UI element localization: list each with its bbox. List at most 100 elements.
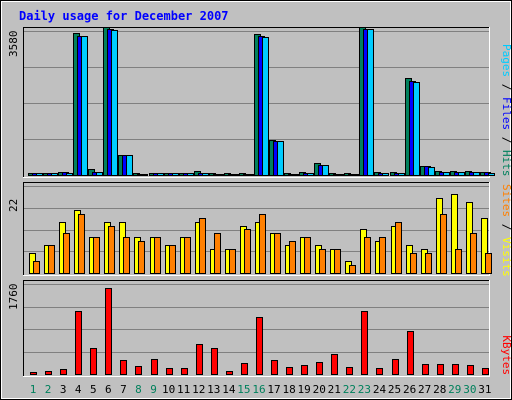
bar-sites-day-8 bbox=[138, 241, 145, 274]
y-max-label: 3580 bbox=[7, 31, 20, 58]
bar-sites-day-27 bbox=[425, 253, 432, 274]
bar-sites-day-17 bbox=[274, 233, 281, 274]
bar-pages-day-19 bbox=[307, 173, 314, 176]
bar-kbytes-day-20 bbox=[316, 362, 323, 375]
x-tick-label: 8 bbox=[135, 383, 142, 396]
y-max-label: 22 bbox=[7, 199, 20, 212]
x-tick-label: 6 bbox=[105, 383, 112, 396]
x-tick-label: 19 bbox=[298, 383, 311, 396]
x-tick-label: 29 bbox=[448, 383, 461, 396]
x-tick-label: 5 bbox=[90, 383, 97, 396]
bar-sites-day-18 bbox=[289, 241, 296, 274]
bar-pages-day-28 bbox=[443, 172, 450, 176]
bar-pages-day-22 bbox=[352, 174, 359, 176]
bar-pages-day-8 bbox=[141, 174, 148, 176]
bar-pages-day-26 bbox=[413, 82, 420, 176]
chart-panel-2: 22 bbox=[7, 182, 492, 276]
legend-entry: Pages bbox=[500, 44, 512, 77]
bar-pages-day-6 bbox=[111, 30, 118, 176]
legend-entry: Files bbox=[500, 97, 512, 130]
x-tick-label: 16 bbox=[252, 383, 265, 396]
bar-kbytes-day-6 bbox=[105, 288, 112, 375]
x-tick-label: 25 bbox=[388, 383, 401, 396]
bar-pages-day-25 bbox=[398, 173, 405, 176]
legend-entry: Sites bbox=[500, 184, 512, 217]
x-tick-label: 12 bbox=[192, 383, 205, 396]
bar-kbytes-day-17 bbox=[271, 360, 278, 375]
x-tick-label: 3 bbox=[60, 383, 67, 396]
legend-entry: / bbox=[500, 77, 512, 97]
bar-pages-day-5 bbox=[96, 172, 103, 176]
legend-entry: Hits bbox=[500, 150, 512, 177]
bar-kbytes-day-30 bbox=[467, 365, 474, 375]
bar-kbytes-day-12 bbox=[196, 344, 203, 375]
x-tick-label: 2 bbox=[45, 383, 52, 396]
bar-pages-day-9 bbox=[157, 173, 164, 176]
x-tick-label: 1 bbox=[30, 383, 37, 396]
bar-sites-day-22 bbox=[349, 265, 356, 274]
legend-middle: Sites / Visits bbox=[500, 184, 512, 277]
bar-sites-day-11 bbox=[184, 237, 191, 274]
bar-pages-day-18 bbox=[292, 174, 299, 176]
bar-kbytes-day-4 bbox=[75, 311, 82, 375]
bar-kbytes-day-22 bbox=[346, 367, 353, 375]
bar-kbytes-day-10 bbox=[166, 368, 173, 375]
bar-sites-day-29 bbox=[455, 249, 462, 274]
bar-sites-day-16 bbox=[259, 214, 266, 274]
bar-sites-day-9 bbox=[154, 237, 161, 274]
legend-entry: / bbox=[500, 217, 512, 237]
y-max-label: 1760 bbox=[7, 284, 20, 311]
bar-kbytes-day-18 bbox=[286, 367, 293, 375]
bar-sites-day-10 bbox=[169, 245, 176, 274]
bar-pages-day-17 bbox=[277, 141, 284, 176]
bar-pages-day-4 bbox=[81, 36, 88, 176]
x-tick-label: 21 bbox=[328, 383, 341, 396]
bar-sites-day-26 bbox=[410, 253, 417, 274]
x-tick-label: 4 bbox=[75, 383, 82, 396]
bar-sites-day-24 bbox=[379, 237, 386, 274]
x-axis-labels: 1 2 3 4 5 6 7 8 9 10 11 12 13 14 15 16 17 18 19 20 21 22 23 24 2… bbox=[30, 383, 492, 396]
bar-sites-day-7 bbox=[123, 237, 130, 274]
bar-pages-day-20 bbox=[322, 165, 329, 176]
bar-pages-day-13 bbox=[217, 174, 224, 176]
bar-pages-day-31 bbox=[488, 173, 495, 176]
bar-pages-day-14 bbox=[232, 174, 239, 176]
x-tick-label: 11 bbox=[177, 383, 190, 396]
bar-kbytes-day-3 bbox=[60, 369, 67, 375]
bar-kbytes-day-2 bbox=[45, 371, 52, 375]
legend-bottom: KBytes bbox=[500, 335, 512, 375]
bar-sites-day-1 bbox=[33, 261, 40, 274]
x-tick-label: 28 bbox=[433, 383, 446, 396]
x-tick-label: 13 bbox=[207, 383, 220, 396]
bar-sites-day-25 bbox=[395, 222, 402, 274]
bar-kbytes-day-5 bbox=[90, 348, 97, 375]
x-tick-label: 23 bbox=[358, 383, 371, 396]
bar-pages-day-11 bbox=[187, 173, 194, 176]
bar-kbytes-day-16 bbox=[256, 317, 263, 375]
x-tick-label: 10 bbox=[162, 383, 175, 396]
bar-pages-day-29 bbox=[458, 172, 465, 176]
bar-kbytes-day-25 bbox=[392, 359, 399, 375]
x-tick-label: 22 bbox=[343, 383, 356, 396]
chart-title: Daily usage for December 2007 bbox=[19, 9, 229, 23]
legend-top: Pages / Files / Hits bbox=[500, 44, 512, 177]
bar-sites-day-15 bbox=[244, 229, 251, 274]
x-tick-label: 31 bbox=[478, 383, 491, 396]
bar-sites-day-13 bbox=[214, 233, 221, 274]
bar-sites-day-23 bbox=[364, 237, 371, 274]
bar-kbytes-day-27 bbox=[422, 364, 429, 375]
bar-kbytes-day-24 bbox=[376, 368, 383, 375]
bar-pages-day-16 bbox=[262, 37, 269, 176]
bar-kbytes-day-29 bbox=[452, 364, 459, 375]
x-tick-label: 17 bbox=[267, 383, 280, 396]
bar-pages-day-10 bbox=[172, 173, 179, 176]
x-tick-label: 18 bbox=[282, 383, 295, 396]
bar-pages-day-7 bbox=[126, 155, 133, 176]
bar-kbytes-day-15 bbox=[241, 363, 248, 375]
bar-sites-day-6 bbox=[108, 226, 115, 274]
bar-kbytes-day-19 bbox=[301, 365, 308, 375]
bar-sites-day-30 bbox=[470, 233, 477, 274]
bar-kbytes-day-13 bbox=[211, 348, 218, 375]
bar-pages-day-15 bbox=[247, 174, 254, 176]
